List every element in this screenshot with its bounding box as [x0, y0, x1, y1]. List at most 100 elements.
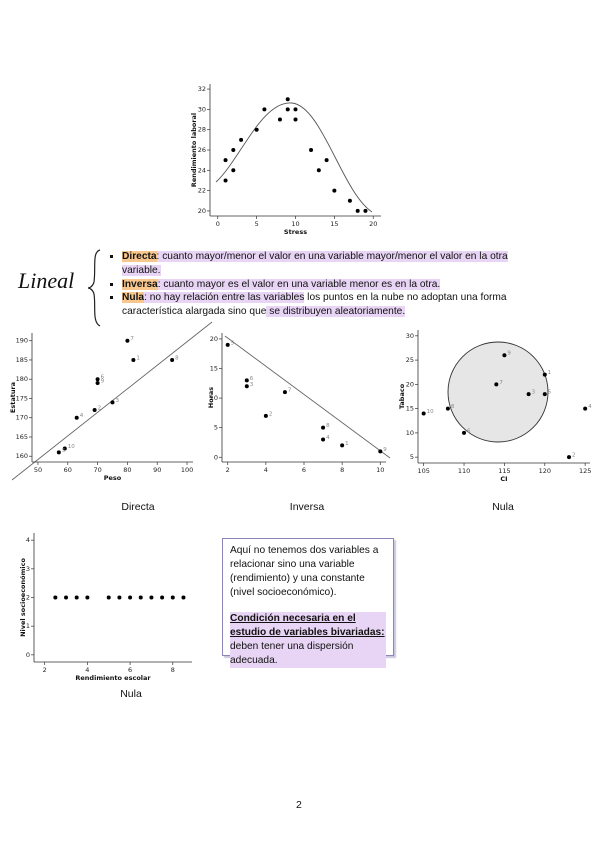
point — [223, 158, 228, 163]
x-tick-label: 2 — [43, 666, 47, 674]
x-tick-label: 10 — [291, 220, 299, 228]
y-tick-label: 185 — [16, 356, 28, 364]
point-label: 4 — [588, 404, 592, 410]
x-tick-label: 2 — [226, 466, 230, 474]
point — [244, 384, 249, 389]
point — [225, 342, 230, 347]
bullet: Nula: no hay relación entre las variable… — [122, 291, 515, 319]
paragraph: Condición necesaria en el estudio de var… — [230, 612, 386, 668]
point — [263, 413, 268, 418]
y-tick-label: 10 — [406, 429, 414, 437]
bullet: Inversa: cuanto mayor es el valor en una… — [122, 278, 515, 292]
point — [131, 357, 136, 362]
text: : no hay relación entre las variables — [144, 292, 305, 304]
point-label: 7 — [288, 388, 292, 394]
text: se distribuyen aleatoriamente. — [266, 306, 406, 318]
x-tick-label: 15 — [330, 220, 338, 228]
brace — [87, 249, 101, 327]
point — [64, 595, 69, 600]
point-label: 2 — [572, 453, 576, 459]
page-number: 2 — [296, 799, 302, 811]
point-label: 6 — [250, 376, 254, 382]
point-label: 7 — [499, 380, 503, 386]
x-tick-label: 10 — [376, 466, 384, 474]
text: : cuanto mayor es el valor en una variab… — [157, 278, 441, 290]
fit-curve — [215, 102, 373, 213]
y-tick-label: 25 — [406, 356, 414, 364]
point — [567, 455, 572, 460]
x-tick-label: 8 — [171, 666, 175, 674]
point — [56, 450, 61, 455]
y-tick-label: 165 — [16, 433, 28, 441]
x-axis-title: CI — [500, 475, 507, 483]
point — [321, 425, 326, 430]
y-tick-label: 190 — [16, 337, 28, 345]
point — [160, 595, 165, 600]
point — [340, 443, 345, 448]
list: Directa: cuanto mayor/menor el valor en … — [105, 250, 515, 319]
point-label: 8 — [451, 404, 455, 410]
caption: Directa — [121, 501, 155, 513]
y-tick-label: 28 — [198, 126, 206, 134]
x-tick-label: 6 — [128, 666, 132, 674]
handwritten-label: Lineal — [18, 268, 75, 293]
cloud-circle — [447, 341, 549, 443]
point — [262, 107, 267, 112]
x-tick-label: 0 — [216, 220, 220, 228]
text: los puntos en la nube no adoptan una for… — [122, 292, 507, 318]
point — [494, 382, 499, 387]
point — [355, 208, 360, 213]
point — [542, 392, 547, 397]
point — [138, 595, 143, 600]
y-tick-label: 3 — [26, 565, 30, 573]
y-tick-label: 0 — [214, 453, 218, 461]
point-label: 4 — [80, 413, 84, 419]
point — [321, 437, 326, 442]
point-label: 2 — [269, 411, 273, 417]
bold-text: Condición necesaria en el estudio de var… — [230, 613, 385, 638]
point-label: 5 — [231, 340, 235, 346]
point — [347, 198, 352, 203]
point — [231, 148, 236, 152]
y-tick-label: 4 — [26, 536, 30, 544]
y-tick-label: 170 — [16, 414, 28, 422]
y-tick-label: 20 — [198, 207, 206, 215]
point — [117, 595, 122, 600]
x-tick-label: 110 — [458, 467, 470, 475]
point-label: 2 — [98, 406, 102, 412]
y-axis-title: Rendimiento laboral — [190, 113, 198, 187]
point — [95, 381, 100, 386]
point — [421, 411, 426, 416]
point — [239, 137, 244, 142]
x-axis-title: Stress — [284, 228, 307, 236]
bullet: Directa: cuanto mayor/menor el valor en … — [122, 250, 515, 278]
y-tick-label: 15 — [210, 365, 218, 373]
paragraph: Aquí no tenemos dos variables a relacion… — [230, 545, 379, 598]
point — [170, 595, 175, 600]
point — [324, 158, 329, 163]
x-tick-label: 90 — [153, 466, 161, 474]
y-tick-label: 0 — [26, 651, 30, 659]
point — [378, 449, 383, 454]
point-label: 7 — [130, 336, 134, 342]
x-axis-title: Rendimiento escolar — [75, 674, 151, 682]
point — [445, 406, 450, 411]
point — [53, 595, 58, 600]
point-label: 9 — [507, 351, 511, 357]
point — [74, 415, 79, 420]
bullet-list: Directa: cuanto mayor/menor el valor en … — [105, 250, 515, 319]
point — [363, 208, 368, 213]
y-tick-label: 20 — [210, 335, 218, 343]
point-label: 3 — [250, 382, 254, 388]
point — [316, 168, 321, 173]
point-label: 1 — [136, 355, 140, 361]
point — [277, 117, 282, 122]
point-label: 5 — [548, 390, 552, 396]
y-tick-label: 1 — [26, 622, 30, 630]
point — [92, 408, 97, 413]
point — [125, 338, 130, 343]
x-tick-label: 5 — [255, 220, 259, 228]
point — [181, 595, 186, 600]
y-tick-label: 10 — [210, 394, 218, 402]
x-tick-label: 120 — [539, 467, 551, 475]
